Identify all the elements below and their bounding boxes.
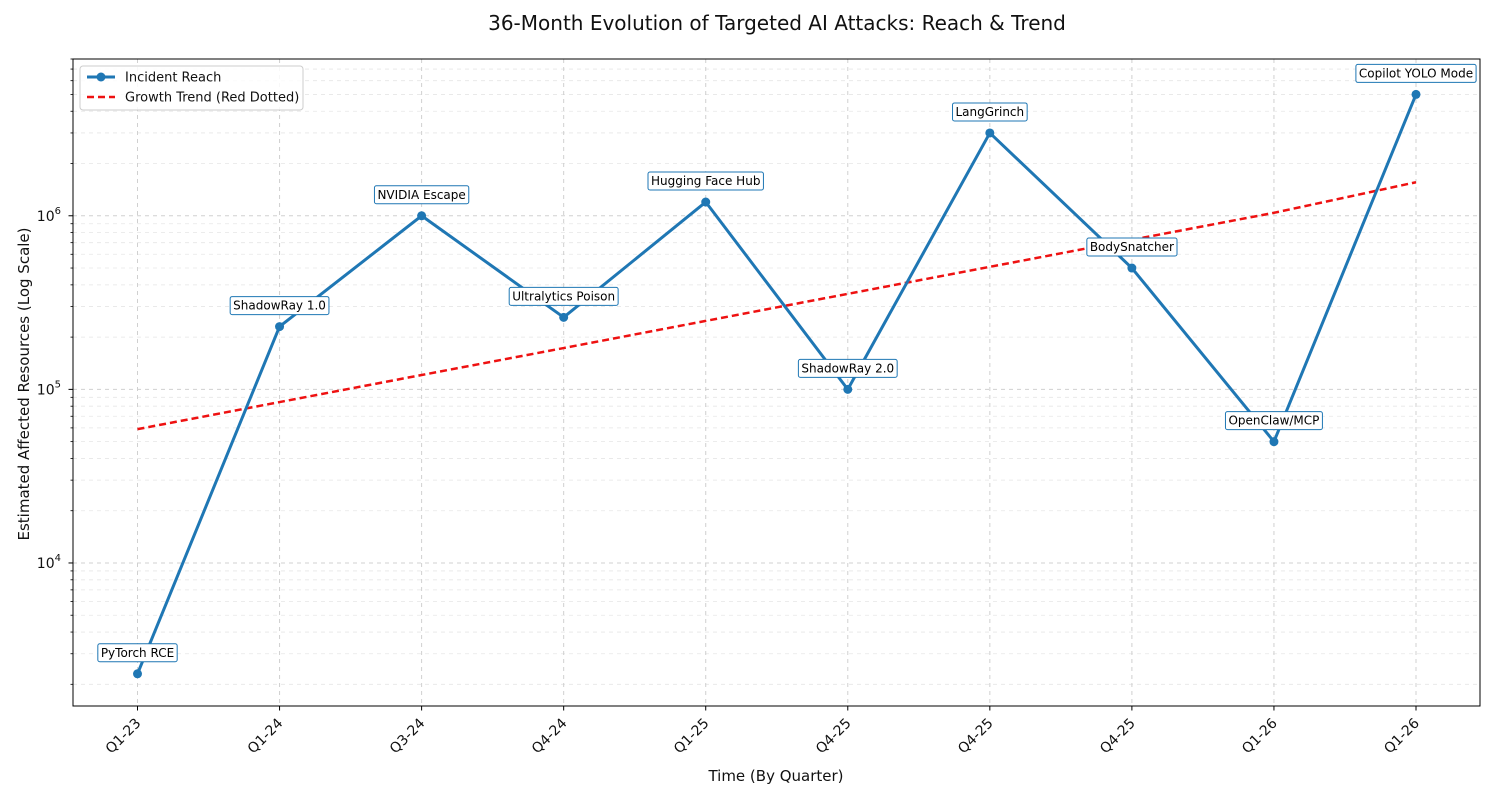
annotation-label: Ultralytics Poison [512,289,615,303]
annotation-box [1224,411,1323,431]
y-tick-exponent: 4 [55,553,61,564]
x-axis-label: Time (By Quarter) [707,767,843,785]
annotation: OpenClaw/MCP [1224,411,1323,431]
annotation: ShadowRay 2.0 [797,358,898,378]
y-tick-exponent: 5 [55,379,61,390]
trend-series [137,181,1417,431]
data-point [559,312,569,322]
legend-box [79,65,304,111]
data-point [1127,263,1137,273]
annotation-box [97,643,178,663]
reach-line [136,93,1418,675]
annotation-label: NVIDIA Escape [377,188,465,202]
plot-frame [72,58,1481,707]
legend-label: Growth Trend (Red Dotted) [125,91,299,106]
annotation-label: ShadowRay 2.0 [801,361,894,375]
annotation: ShadowRay 1.0 [229,296,330,316]
y-tick-label: 104 [37,553,61,572]
annotation: Hugging Face Hub [647,171,764,191]
data-point [843,384,853,394]
data-point [701,197,711,207]
annotation-box [1086,237,1178,257]
chart-title: 36-Month Evolution of Targeted AI Attack… [488,11,1066,35]
trend-line [137,181,1417,431]
data-point [985,128,995,138]
annotation-box [1355,63,1477,83]
annotation-label: LangGrinch [956,105,1025,119]
data-point [275,322,285,332]
annotation-box [373,185,470,205]
annotation: Ultralytics Poison [508,286,619,306]
y-axis-label: Estimated Affected Resources (Log Scale) [15,227,33,540]
legend: Incident Reach Growth Trend (Red Dotted) [79,65,304,111]
annotation-label: ShadowRay 1.0 [233,299,326,313]
annotation-box [797,358,898,378]
annotation-label: Copilot YOLO Mode [1359,66,1473,80]
legend-marker [96,72,106,82]
annotation: BodySnatcher [1086,237,1178,257]
annotations: PyTorch RCE ShadowRay 1.0 NVIDIA Escape Ult… [97,63,1477,663]
annotation-label: PyTorch RCE [101,646,174,660]
annotation-box [647,171,764,191]
annotation-label: OpenClaw/MCP [1228,414,1319,428]
annotation: LangGrinch [952,102,1028,122]
legend-label: Incident Reach [125,71,221,86]
y-tick-exponent: 6 [55,206,61,217]
y-tick-base: 10 [37,382,55,398]
annotation-box [952,102,1028,122]
data-point [417,211,427,221]
data-point [1411,89,1421,99]
y-tick-label: 106 [37,206,61,225]
y-tick-base: 10 [37,209,55,225]
reach-series [133,89,1421,679]
annotation-label: Hugging Face Hub [651,174,760,188]
annotation: Copilot YOLO Mode [1355,63,1477,83]
y-tick-label: 105 [37,379,61,398]
annotation-box [229,296,330,316]
annotation-box [508,286,619,306]
annotation: NVIDIA Escape [373,185,470,205]
y-tick-base: 10 [37,556,55,572]
annotation-label: BodySnatcher [1090,240,1174,254]
data-point [133,669,142,679]
data-point [1269,437,1279,447]
annotation: PyTorch RCE [97,643,178,663]
